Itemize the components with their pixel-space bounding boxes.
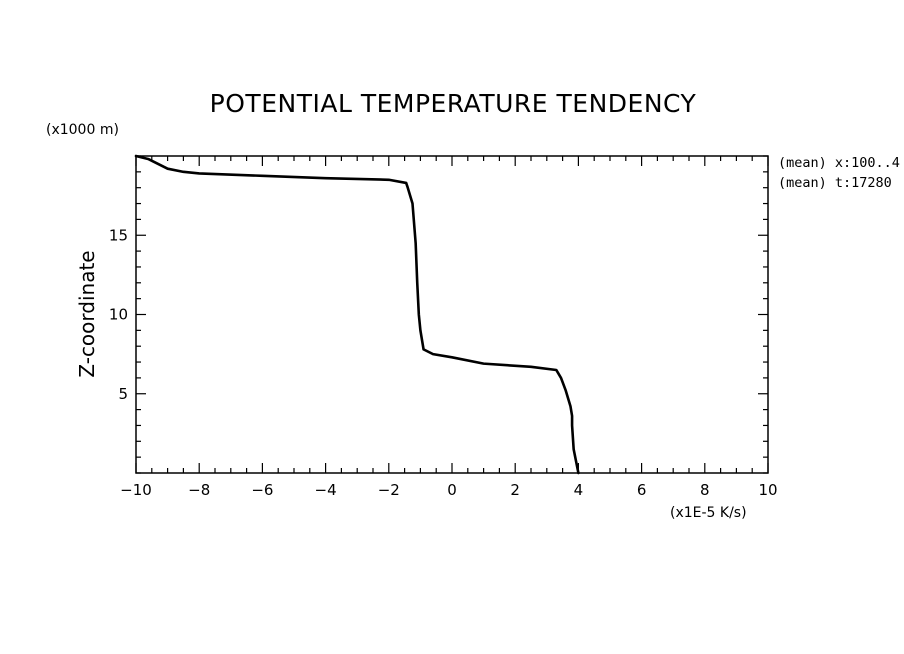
y-tick-label: 15	[109, 226, 128, 244]
x-tick-label: −10	[120, 481, 152, 499]
series-layer	[134, 154, 580, 475]
series-line-0	[134, 154, 580, 475]
x-tick-label: 0	[447, 481, 457, 499]
x-tick-label: 2	[510, 481, 520, 499]
x-tick-label: 6	[637, 481, 647, 499]
x-tick-label: 10	[758, 481, 777, 499]
x-tick-label: −6	[251, 481, 273, 499]
annotation-mean-x: (mean) x:100..4	[778, 155, 900, 171]
x-tick-label: −2	[378, 481, 400, 499]
y-tick-label: 10	[109, 306, 128, 324]
x-unit-label: (x1E-5 K/s)	[670, 505, 747, 521]
y-tick-label: 5	[118, 385, 128, 403]
x-tick-label: −4	[315, 481, 337, 499]
x-tick-label: 4	[574, 481, 584, 499]
tick-labels-layer: −10 −8 −6 −4 −2 0 2 4 6 8 10 5 10 15	[109, 226, 778, 499]
annotation-mean-t: (mean) t:17280	[778, 175, 892, 191]
x-tick-label: 8	[700, 481, 710, 499]
y-axis-title: Z-coordinate	[75, 250, 99, 377]
chart-title: POTENTIAL TEMPERATURE TENDENCY	[210, 89, 697, 118]
x-tick-label: −8	[188, 481, 210, 499]
y-unit-label: (x1000 m)	[46, 122, 119, 138]
ticks-layer	[135, 155, 769, 474]
